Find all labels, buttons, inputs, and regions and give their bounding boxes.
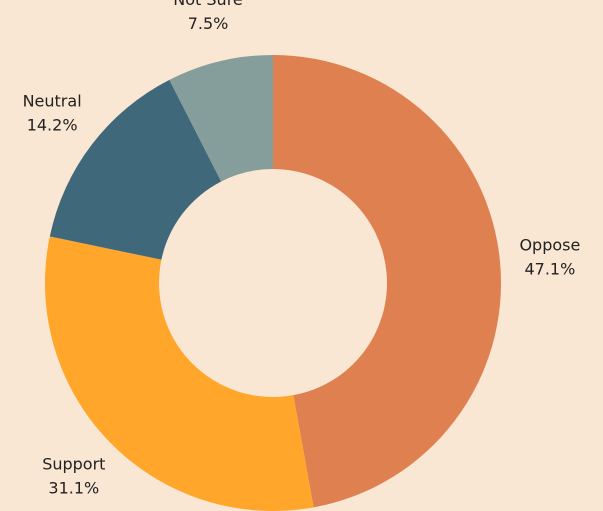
- slice-label: Not Sure: [173, 0, 242, 9]
- donut-slice: [45, 236, 314, 511]
- donut-slice: [49, 79, 222, 260]
- slice-label: Oppose: [519, 236, 580, 255]
- donut-slice: [273, 55, 502, 508]
- value-label: 47.1%: [524, 260, 575, 279]
- donut-slice: [169, 55, 273, 182]
- value-label: 31.1%: [48, 478, 99, 497]
- slice-label: Neutral: [23, 92, 82, 111]
- value-label: 7.5%: [188, 14, 229, 33]
- slice-label: Support: [42, 454, 105, 473]
- value-label: 14.2%: [27, 116, 78, 135]
